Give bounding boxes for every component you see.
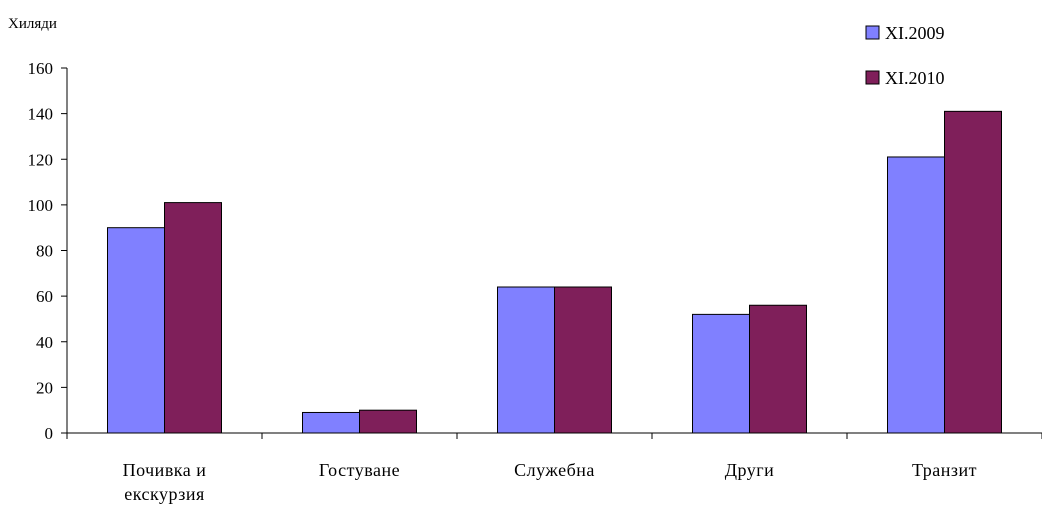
bars xyxy=(107,110,1002,434)
bar-xi-2010-4 xyxy=(944,110,1002,434)
bar-xi-2009-1 xyxy=(302,411,360,434)
x-category-label: Други xyxy=(725,460,775,480)
bar-xi-2010-0 xyxy=(164,202,222,434)
bar-xi-2010-2 xyxy=(554,286,612,434)
y-tick-label: 100 xyxy=(28,196,54,215)
legend-swatch xyxy=(865,70,880,85)
y-tick-label: 20 xyxy=(36,378,53,397)
bar-xi-2009-3 xyxy=(692,313,750,434)
y-tick-label: 60 xyxy=(36,287,53,306)
bar-xi-2009-4 xyxy=(887,156,945,434)
x-category-label: Служебна xyxy=(514,460,595,480)
y-axis: 0 20 40 60 80 100 120 140 160 xyxy=(28,59,68,443)
y-tick-label: 140 xyxy=(28,105,54,124)
bar-xi-2010-3 xyxy=(749,304,807,434)
legend-label: XI.2009 xyxy=(885,23,945,43)
y-tick-label: 80 xyxy=(36,242,53,261)
y-tick-label: 160 xyxy=(28,59,54,78)
x-axis: Почивка и екскурзия Гостуване Служебна Други… xyxy=(66,432,1042,504)
x-category-label: Гостуване xyxy=(319,460,400,480)
legend-swatch xyxy=(865,25,880,40)
y-tick-label: 40 xyxy=(36,333,53,352)
bar-xi-2009-0 xyxy=(107,227,165,434)
x-category-label: Почивка и екскурзия xyxy=(123,460,207,504)
legend: XI.2009 XI.2010 xyxy=(865,23,945,88)
bar-xi-2009-2 xyxy=(497,286,555,434)
y-tick-label: 0 xyxy=(45,424,54,443)
x-category-label: Транзит xyxy=(912,460,977,480)
y-axis-unit-label: Хиляди xyxy=(8,16,57,32)
legend-label: XI.2010 xyxy=(885,68,945,88)
bar-xi-2010-1 xyxy=(359,409,417,434)
y-tick-label: 120 xyxy=(28,150,54,169)
